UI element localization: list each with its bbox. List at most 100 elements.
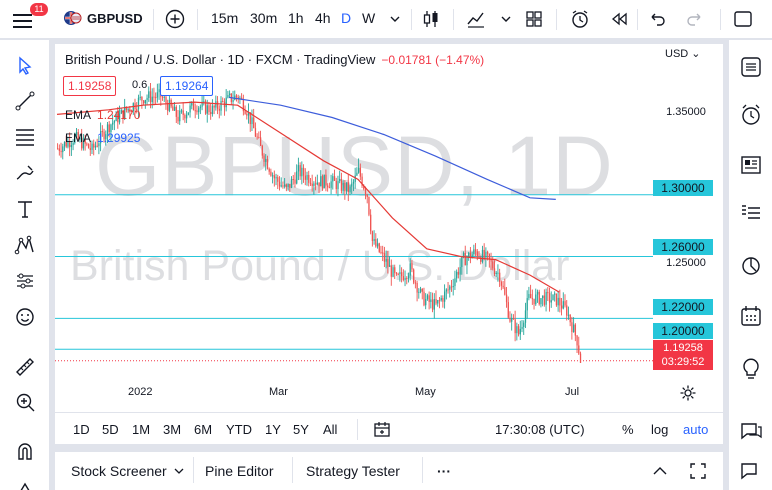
alert-clock-icon[interactable] xyxy=(569,8,591,30)
candle-body xyxy=(548,293,551,303)
emoji-icon[interactable] xyxy=(13,305,37,329)
candle-body xyxy=(414,282,417,284)
candle-body xyxy=(222,101,224,103)
candle-body xyxy=(406,278,408,280)
compare-add-icon[interactable] xyxy=(164,8,186,30)
chevron-down-icon[interactable] xyxy=(384,8,406,30)
interval-4h[interactable]: 4h xyxy=(315,10,331,26)
chat-icon[interactable] xyxy=(738,418,764,444)
text-tool-icon[interactable] xyxy=(13,197,37,221)
magnet-icon[interactable] xyxy=(13,439,37,463)
brush-icon[interactable] xyxy=(13,161,37,185)
range-ytd[interactable]: YTD xyxy=(226,422,252,437)
candle-body xyxy=(177,116,179,122)
undo-icon[interactable] xyxy=(646,8,668,30)
fib-retracement-icon[interactable] xyxy=(13,125,37,149)
bottom-panel-tabs: Stock Screener Pine Editor Strategy Test… xyxy=(55,452,723,490)
candle-body xyxy=(270,171,272,176)
interval-30m[interactable]: 30m xyxy=(250,10,278,26)
ema-fast-legend[interactable]: EMA 1.24170 xyxy=(65,108,140,122)
goto-date-icon[interactable] xyxy=(373,420,391,438)
sell-price-button[interactable]: 1.19258 xyxy=(63,76,117,96)
log-scale-toggle[interactable]: log xyxy=(651,422,669,437)
maximize-panel-icon[interactable] xyxy=(689,462,707,480)
candle-body xyxy=(65,141,67,147)
range-1d[interactable]: 1D xyxy=(73,422,90,437)
candle-body xyxy=(196,110,198,113)
ema-slow-legend[interactable]: EMA 1.29925 xyxy=(65,131,140,145)
range-all[interactable]: All xyxy=(323,422,338,437)
ideas-stream-icon[interactable] xyxy=(738,200,764,226)
calendar-icon[interactable] xyxy=(738,303,764,329)
candle-body xyxy=(473,249,475,255)
tab-strategy-tester[interactable]: Strategy Tester xyxy=(306,463,400,479)
hline-label-1-30[interactable]: 1.30000 xyxy=(653,180,713,196)
interval-15m[interactable]: 15m xyxy=(211,10,239,26)
currency-selector[interactable]: USD ⌄ xyxy=(665,48,701,60)
candles-chart-type-icon[interactable] xyxy=(420,8,442,30)
news-icon[interactable] xyxy=(738,152,764,178)
chevron-down-icon[interactable] xyxy=(495,8,517,30)
more-tabs-button[interactable]: ··· xyxy=(437,463,451,479)
range-6m[interactable]: 6M xyxy=(194,422,213,437)
x-axis-label: 2022 xyxy=(128,386,153,398)
hline-label-1-26[interactable]: 1.26000 xyxy=(653,239,713,255)
candle-body xyxy=(198,108,200,113)
zoom-in-icon[interactable] xyxy=(13,390,37,414)
chart-panel[interactable]: GBPUSD, 1D British Pound / U.S. Dollar B… xyxy=(55,44,723,444)
candle-body xyxy=(91,143,93,150)
trend-line-icon[interactable] xyxy=(13,89,37,113)
chart-settings-gear-icon[interactable] xyxy=(679,384,697,402)
hline-label-1-20[interactable]: 1.20000 xyxy=(653,323,713,339)
timezone-clock[interactable]: 17:30:08 (UTC) xyxy=(495,422,585,437)
candle-body xyxy=(203,101,205,103)
watchlist-icon[interactable] xyxy=(738,54,764,80)
range-5y[interactable]: 5Y xyxy=(293,422,309,437)
interval-1h[interactable]: 1h xyxy=(288,10,304,26)
cursor-icon[interactable] xyxy=(13,54,37,78)
tab-pine-editor[interactable]: Pine Editor xyxy=(205,463,274,479)
candle-body xyxy=(254,128,257,137)
candle-body xyxy=(232,99,234,102)
candle-body xyxy=(564,301,566,306)
messages-icon[interactable] xyxy=(738,458,764,484)
range-1y[interactable]: 1Y xyxy=(265,422,281,437)
patterns-icon[interactable] xyxy=(13,233,37,257)
chevron-up-icon[interactable] xyxy=(652,463,668,479)
replay-icon[interactable] xyxy=(608,8,630,30)
main-menu-button[interactable] xyxy=(8,8,38,32)
candle-body xyxy=(426,295,429,300)
price-chart[interactable] xyxy=(55,44,723,412)
interval-d[interactable]: D xyxy=(341,10,352,26)
alarm-clock-icon[interactable] xyxy=(738,102,764,128)
candle-body xyxy=(435,299,437,304)
top-toolbar: 11 GBPUSD 15m 30m 1h 4h D W xyxy=(0,0,772,39)
chevron-down-icon[interactable] xyxy=(172,464,186,478)
lightbulb-icon[interactable] xyxy=(738,355,764,381)
symbol-search-button[interactable]: GBPUSD xyxy=(87,11,143,26)
tab-stock-screener[interactable]: Stock Screener xyxy=(71,463,167,479)
indicators-icon[interactable] xyxy=(465,8,487,30)
percent-scale-toggle[interactable]: % xyxy=(622,422,634,437)
notification-badge: 11 xyxy=(30,3,48,16)
ruler-icon[interactable] xyxy=(13,355,37,379)
range-5d[interactable]: 5D xyxy=(102,422,119,437)
prediction-tools-icon[interactable] xyxy=(13,269,37,293)
hotlists-icon[interactable] xyxy=(738,253,764,279)
candle-body xyxy=(173,106,176,111)
lock-drawings-icon[interactable] xyxy=(13,474,37,490)
candle-body xyxy=(459,267,461,275)
range-3m[interactable]: 3M xyxy=(163,422,182,437)
templates-grid-icon[interactable] xyxy=(523,8,545,30)
interval-w[interactable]: W xyxy=(362,10,376,26)
candle-body xyxy=(351,183,353,187)
redo-icon[interactable] xyxy=(684,8,706,30)
candle-body xyxy=(349,186,351,192)
layout-icon[interactable] xyxy=(732,8,754,30)
hline-label-1-22[interactable]: 1.22000 xyxy=(653,299,713,315)
candle-body xyxy=(136,109,138,111)
candle-body xyxy=(63,141,66,147)
range-1m[interactable]: 1M xyxy=(132,422,151,437)
buy-price-button[interactable]: 1.19264 xyxy=(160,76,214,96)
auto-scale-toggle[interactable]: auto xyxy=(683,422,709,437)
